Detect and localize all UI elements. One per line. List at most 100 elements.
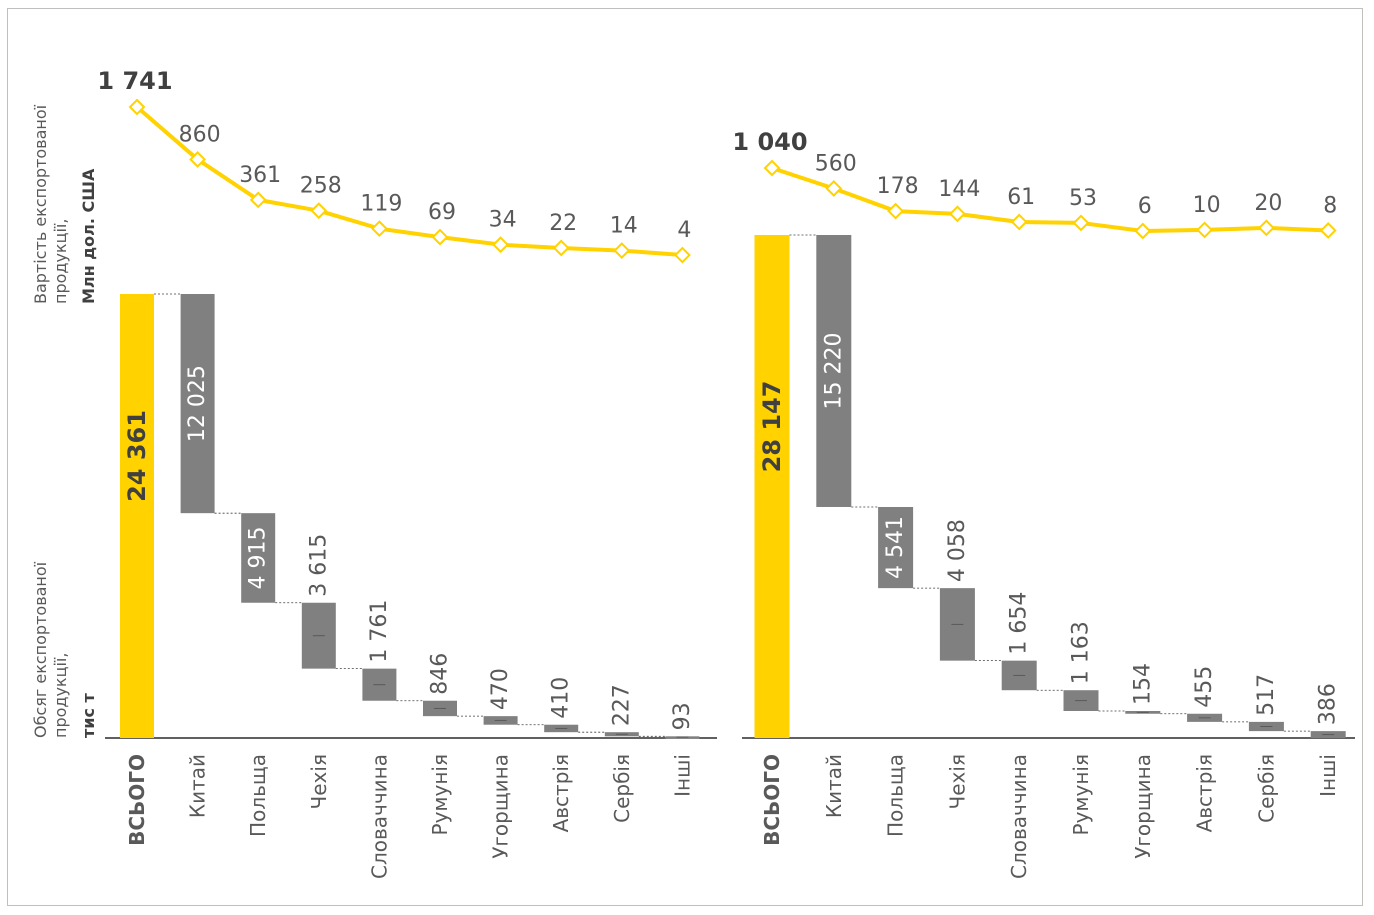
country-bar — [816, 235, 852, 507]
value-label: 61 — [1007, 185, 1035, 210]
volume-axis-unit: тис т — [79, 692, 98, 738]
volume-axis-title: Обсяг експортованої продукції, тис т — [31, 561, 98, 738]
value-point-marker — [673, 246, 691, 264]
value-point-marker — [370, 220, 388, 238]
value-label: 361 — [239, 163, 281, 188]
volume-label: 93 — [670, 702, 695, 730]
value-point-marker — [1134, 222, 1152, 240]
total-bar — [754, 235, 790, 738]
category-label: Польща — [246, 754, 270, 837]
value-label: 20 — [1254, 191, 1282, 216]
volume-axis-title-line2: продукції, — [51, 653, 70, 738]
country-bar — [180, 294, 215, 514]
value-label: 14 — [610, 214, 638, 239]
chart-frame — [7, 8, 1363, 906]
value-series-line — [135, 105, 683, 258]
category-label: Угорщина — [489, 754, 513, 859]
category-label: Польща — [884, 754, 908, 837]
chart-panel-1: 24 361 12 025 4 915 3 615 1 761 846 470 410 227 9… — [97, 67, 717, 879]
volume-axis-title-line1: Обсяг експортованої — [31, 561, 50, 738]
value-point-marker — [492, 236, 510, 254]
category-label: Австрія — [1193, 754, 1217, 832]
total-value-label: 1 741 — [97, 67, 172, 95]
category-label: Угорщина — [1131, 754, 1155, 859]
value-point-marker — [431, 228, 449, 246]
value-label: 69 — [428, 200, 456, 225]
category-label: Чехія — [307, 754, 331, 809]
value-point-marker — [189, 151, 207, 168]
value-axis-title-line2: продукції, — [51, 219, 70, 304]
total-volume-label: 28 147 — [758, 381, 786, 473]
value-point-marker — [249, 191, 267, 209]
value-point-marker — [613, 242, 631, 259]
chart-panel-2: 28 147 15 220 4 541 4 058 1 654 1 163 154 455 51… — [732, 128, 1355, 879]
value-label: 6 — [1138, 194, 1152, 219]
value-label: 560 — [815, 151, 857, 176]
country-bar — [241, 513, 276, 603]
volume-label: 4 541 — [883, 516, 908, 579]
value-point-marker — [887, 202, 905, 220]
category-label: Чехія — [945, 754, 969, 809]
total-bar — [120, 294, 154, 738]
value-point-marker — [1072, 214, 1090, 232]
value-axis-title: Вартість експортованої продукції, Млн до… — [31, 104, 98, 304]
volume-label: 386 — [1316, 683, 1341, 725]
category-label: Словаччина — [367, 754, 391, 879]
category-label: Китай — [186, 754, 210, 818]
category-label: Сербія — [610, 754, 634, 823]
volume-label: 4 915 — [246, 526, 271, 589]
value-point-marker — [552, 239, 570, 257]
category-label: Словаччина — [1007, 754, 1031, 879]
volume-label: 4 058 — [945, 519, 970, 582]
value-point-marker — [763, 159, 781, 177]
value-point-marker — [1196, 221, 1214, 239]
category-label: Румунія — [1069, 754, 1093, 835]
volume-label: 455 — [1192, 666, 1217, 708]
value-label: 144 — [938, 177, 980, 202]
category-label: Австрія — [549, 754, 573, 832]
volume-label: 517 — [1254, 674, 1279, 716]
value-point-marker — [1257, 219, 1275, 237]
category-label-total: ВСЬОГО — [760, 754, 784, 846]
volume-label: 12 025 — [185, 365, 210, 442]
category-label: Румунія — [428, 754, 452, 835]
volume-label: 1 761 — [367, 600, 392, 663]
value-label: 34 — [489, 208, 517, 233]
volume-label: 410 — [549, 677, 574, 719]
value-label: 178 — [877, 174, 919, 199]
value-point-marker — [128, 98, 146, 116]
value-label: 119 — [360, 192, 402, 217]
value-label: 53 — [1069, 186, 1097, 211]
value-label: 22 — [549, 211, 577, 236]
total-value-label: 1 040 — [732, 128, 807, 156]
category-label: Інші — [670, 754, 694, 797]
value-point-marker — [825, 180, 843, 197]
value-point-marker — [1319, 222, 1337, 239]
value-point-marker — [310, 202, 328, 220]
category-label-total: ВСЬОГО — [125, 754, 149, 846]
volume-label: 3 615 — [306, 534, 331, 597]
category-label: Сербія — [1254, 754, 1278, 823]
value-axis-title-line1: Вартість експортованої — [31, 104, 50, 304]
country-bar — [878, 506, 914, 589]
value-point-marker — [1010, 213, 1028, 231]
category-label: Інші — [1316, 754, 1340, 797]
volume-label: 227 — [609, 684, 634, 726]
value-axis-unit: Млн дол. США — [79, 168, 98, 304]
value-label: 8 — [1323, 193, 1337, 218]
value-point-marker — [948, 205, 966, 223]
volume-label: 154 — [1130, 663, 1155, 705]
volume-label: 846 — [428, 653, 453, 695]
volume-label: 15 220 — [821, 333, 846, 410]
value-label: 860 — [179, 122, 221, 147]
value-label: 258 — [300, 174, 342, 199]
volume-label: 1 654 — [1007, 592, 1032, 655]
value-series-line — [771, 166, 1329, 234]
value-label: 4 — [677, 218, 691, 243]
volume-label: 1 163 — [1069, 621, 1094, 684]
total-volume-label: 24 361 — [123, 410, 151, 502]
value-label: 10 — [1193, 193, 1221, 218]
category-label: Китай — [822, 754, 846, 818]
